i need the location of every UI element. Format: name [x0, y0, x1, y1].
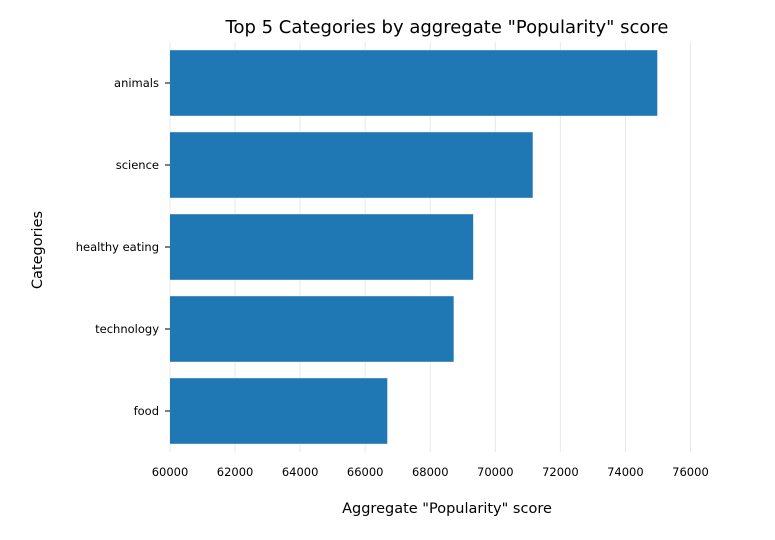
bar-animals [170, 50, 658, 116]
x-tick-label: 74000 [607, 465, 644, 479]
x-tick-label: 62000 [217, 465, 254, 479]
x-tick-label: 64000 [282, 465, 319, 479]
x-tick-label: 66000 [347, 465, 384, 479]
y-axis-ticks: animals science healthy eating technology fo… [76, 76, 170, 418]
bars [170, 50, 658, 444]
x-tick-label: 72000 [542, 465, 579, 479]
y-tick-label: healthy eating [76, 240, 159, 254]
y-tick-label: food [134, 404, 159, 418]
bar-food [170, 378, 388, 444]
x-tick-label: 60000 [152, 465, 189, 479]
x-tick-label: 76000 [672, 465, 709, 479]
bar-science [170, 132, 533, 198]
y-tick-label: science [116, 158, 159, 172]
y-tick-label: animals [114, 76, 159, 90]
x-tick-label: 68000 [412, 465, 449, 479]
y-axis-label: Categories [30, 211, 46, 289]
x-axis-label: Aggregate "Popularity" score [342, 501, 552, 517]
x-tick-label: 70000 [477, 465, 514, 479]
y-tick-label: technology [95, 322, 159, 336]
x-axis-ticks: 60000 62000 64000 66000 68000 70000 72000 74000… [152, 465, 709, 479]
bar-healthy-eating [170, 214, 474, 280]
bar-technology [170, 296, 454, 362]
chart-title: Top 5 Categories by aggregate "Popularit… [225, 17, 669, 38]
